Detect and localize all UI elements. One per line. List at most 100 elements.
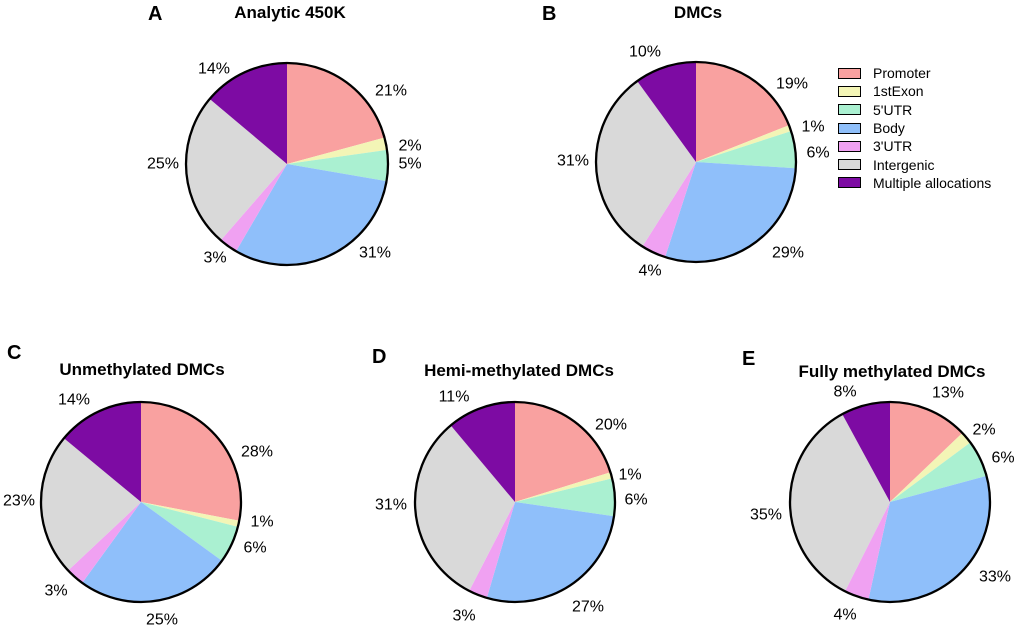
panel-title-e: Fully methylated DMCs [798,362,986,381]
pie-label-e-5-utr: 6% [991,450,1014,467]
pie-outline-d [413,400,617,604]
pie-slice-d-3-utr [469,502,515,598]
pie-label-c-3-utr: 3% [44,583,67,600]
pie-slice-b-5-utr [696,131,796,169]
pie-outline-a [184,61,390,267]
pie-label-a-3-utr: 3% [203,250,226,267]
legend-item: Promoter [838,64,991,82]
pie-label-a-multiple-allocations: 14% [198,61,230,78]
legend-swatch [838,140,861,152]
legend-swatch [838,122,861,134]
panel-letter-b: B [542,3,557,25]
legend-label: Intergenic [873,156,935,173]
pie-label-e-3-utr: 4% [833,607,856,624]
panel-letter-a: A [148,3,163,25]
pie-slice-c-1stexon [141,502,240,527]
pie-slice-a-3-utr [220,164,287,252]
pie-label-a-promoter: 21% [375,83,407,100]
pie-slice-c-promoter [141,402,242,521]
pie-label-c-promoter: 28% [241,444,273,461]
pie-slice-e-body [868,475,991,603]
pie-slice-b-3-utr [642,162,696,258]
pie-outline-e [788,400,992,604]
pie-slice-d-multiple-allocations [450,402,515,502]
legend-label: 1stExon [873,83,924,100]
pie-slice-e-multiple-allocations [842,402,890,502]
pie-slice-c-5-utr [141,502,238,561]
pie-label-d-3-utr: 3% [452,608,475,625]
legend-label: Multiple allocations [873,174,992,191]
pie-label-d-body: 27% [572,599,604,616]
legend-item: 3'UTR [838,137,991,155]
pie-label-b-intergenic: 31% [557,153,589,170]
legend-swatch [838,85,861,97]
pie-label-b-3-utr: 4% [638,263,661,280]
panel-title-c: Unmethylated DMCs [59,360,225,379]
pie-label-a-intergenic: 25% [147,156,179,173]
pie-slice-b-intergenic [596,81,696,247]
legend-label: 3'UTR [873,138,913,155]
panel-letter-c: C [7,342,22,364]
panel-title-b: DMCs [673,3,723,22]
legend-label: Body [873,120,905,137]
pie-label-c-intergenic: 23% [3,493,35,510]
pie-label-e-promoter: 13% [932,385,964,402]
pie-slice-a-5-utr [287,149,389,182]
pie-slice-d-5-utr [515,478,615,517]
legend-swatch [838,67,861,79]
panel-title-d: Hemi-methylated DMCs [424,361,614,380]
pie-slice-d-promoter [515,402,611,502]
pie-label-d-5-utr: 6% [624,492,647,509]
legend-item: Multiple allocations [838,174,991,192]
pie-slice-b-body [665,162,796,263]
pie-label-e-body: 33% [979,569,1011,586]
pie-label-a-5-utr: 5% [398,156,421,173]
pie-slice-a-body [236,164,387,266]
legend-item: Body [838,119,991,137]
legend-swatch [838,177,861,189]
legend: Promoter 1stExon 5'UTR Body 3'UTR Intergenic M… [838,64,991,192]
pie-slice-e-3-utr [845,502,890,600]
pie-label-a-1stexon: 2% [398,138,421,155]
pie-label-c-5-utr: 6% [243,540,266,557]
pie-slice-a-intergenic [185,98,287,241]
legend-label: 5'UTR [873,101,913,118]
legend-item: Intergenic [838,155,991,173]
pie-label-e-intergenic: 35% [750,507,782,524]
pie-label-b-multiple-allocations: 10% [629,44,661,61]
pie-slice-c-body [82,502,222,602]
pie-slice-c-intergenic [41,438,141,571]
legend-swatch [838,104,861,116]
panel-letter-d: D [372,346,387,368]
pie-label-e-1stexon: 2% [972,422,995,439]
pie-slice-a-multiple-allocations [209,63,287,164]
pie-outline-b [594,60,798,264]
pie-label-d-multiple-allocations: 11% [439,389,470,406]
pie-label-d-intergenic: 31% [375,497,407,514]
pie-label-c-1stexon: 1% [250,514,273,531]
pie-label-d-1stexon: 1% [618,467,641,484]
pie-slice-a-promoter [287,63,385,164]
pie-slice-e-5-utr [890,442,987,502]
pie-label-d-promoter: 20% [595,417,627,434]
pie-label-a-body: 31% [359,245,391,262]
pie-slice-e-promoter [890,402,963,502]
pie-label-b-5-utr: 6% [806,145,829,162]
pie-slice-c-3-utr [68,502,141,583]
pie-label-b-body: 29% [772,245,804,262]
pie-outline-c [39,400,243,604]
pie-slice-d-body [486,502,614,602]
pie-label-e-multiple-allocations: 8% [833,384,856,401]
pie-slice-e-intergenic [790,414,890,592]
pie-slice-b-1stexon [696,125,792,162]
legend-item: 5'UTR [838,101,991,119]
pie-label-b-promoter: 19% [776,76,808,93]
pie-label-c-multiple-allocations: 14% [58,392,90,409]
pie-slice-a-1stexon [287,137,388,164]
pie-label-b-1stexon: 1% [801,119,824,136]
pie-slice-e-1stexon [890,432,971,502]
panel-title-a: Analytic 450K [234,3,346,22]
pie-slice-b-multiple-allocations [637,62,696,162]
